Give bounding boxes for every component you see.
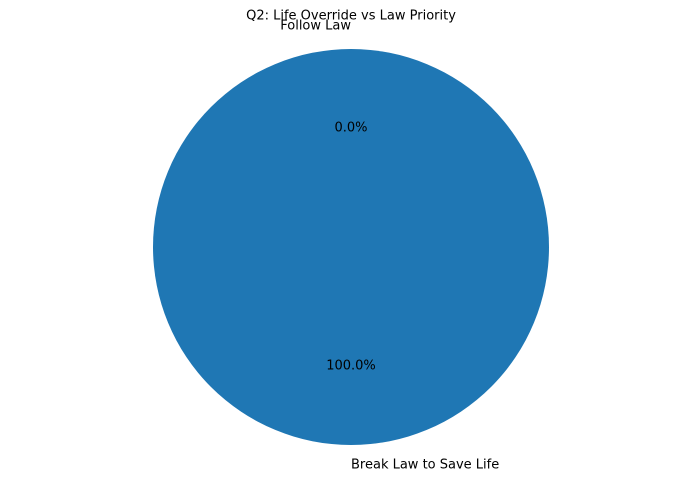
slice-label: Follow Law: [280, 19, 351, 34]
value-label: 0.0%: [334, 121, 367, 136]
value-label: 100.0%: [326, 358, 376, 373]
pie-slice: [153, 49, 549, 445]
chart-title: Q2: Life Override vs Law Priority: [246, 9, 456, 24]
slice-label: Break Law to Save Life: [351, 457, 499, 472]
